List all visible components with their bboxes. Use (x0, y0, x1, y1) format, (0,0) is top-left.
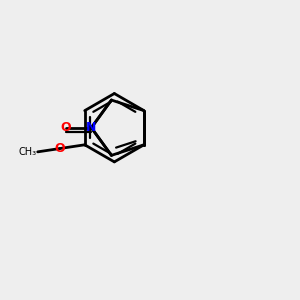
Text: O: O (61, 121, 71, 134)
Text: O: O (54, 142, 65, 155)
Text: CH₃: CH₃ (18, 147, 36, 157)
Text: N: N (86, 121, 97, 134)
